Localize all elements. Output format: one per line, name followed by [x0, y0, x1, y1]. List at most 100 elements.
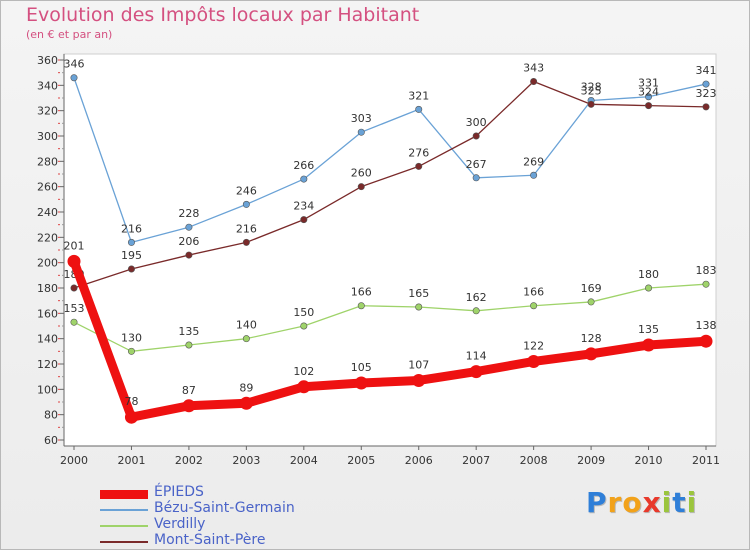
- data-label: 276: [408, 146, 429, 159]
- legend-label: Bézu-Saint-Germain: [154, 500, 295, 516]
- data-point: [300, 175, 308, 183]
- data-label: 206: [178, 235, 199, 248]
- y-tick-label: 60: [44, 434, 58, 447]
- y-tick-label: 280: [37, 155, 58, 168]
- data-point: [127, 265, 135, 273]
- data-point: [185, 341, 193, 349]
- y-tick-label: 240: [37, 206, 58, 219]
- data-label: 183: [696, 264, 717, 277]
- chart-title: Evolution des Impôts locaux par Habitant: [26, 4, 420, 26]
- data-label: 346: [64, 58, 85, 71]
- y-tick-label: 80: [44, 409, 58, 422]
- logo-letter: t: [672, 486, 687, 519]
- logo-letter: i: [661, 486, 673, 519]
- data-point: [182, 399, 196, 413]
- data-point: [357, 128, 365, 136]
- data-point: [472, 174, 480, 182]
- data-label: 122: [523, 339, 544, 352]
- data-point: [297, 380, 311, 394]
- x-tick-label: 2008: [520, 454, 548, 467]
- y-tick-label: 120: [37, 358, 58, 371]
- data-point: [587, 100, 595, 108]
- data-point: [185, 223, 193, 231]
- data-point: [242, 200, 250, 208]
- data-label: 180: [638, 268, 659, 281]
- data-label: 87: [182, 384, 196, 397]
- y-tick-label: 220: [37, 231, 58, 244]
- proxiti-logo: Proxiti: [586, 486, 697, 519]
- data-point: [645, 284, 653, 292]
- data-point: [415, 105, 423, 113]
- data-point: [354, 376, 368, 390]
- series--pieds: 201 78 87 89 102 105 107 114 122 128 135 138: [64, 239, 717, 424]
- data-point: [124, 410, 138, 424]
- data-label: 325: [581, 84, 602, 97]
- data-label: 266: [293, 159, 314, 172]
- logo-letter: P: [586, 486, 608, 519]
- data-point: [357, 302, 365, 310]
- legend-label: Mont-Saint-Père: [154, 532, 266, 548]
- data-point: [357, 183, 365, 191]
- legend-swatch: [100, 541, 148, 543]
- legend-label: Verdilly: [154, 516, 206, 532]
- data-label: 105: [351, 361, 372, 374]
- data-point: [70, 318, 78, 326]
- data-label: 228: [178, 207, 199, 220]
- x-tick-label: 2005: [347, 454, 375, 467]
- data-label: 246: [236, 184, 257, 197]
- logo-letter: r: [607, 486, 623, 519]
- data-label: 328: [581, 81, 602, 94]
- data-label: 78: [124, 395, 138, 408]
- data-point: [645, 93, 653, 101]
- data-label: 166: [523, 286, 544, 299]
- data-label: 234: [293, 200, 314, 213]
- data-label: 138: [696, 319, 717, 332]
- series-line: [69, 256, 711, 422]
- y-tick-label: 140: [37, 333, 58, 346]
- y-tick-label: 260: [37, 181, 58, 194]
- data-point: [702, 280, 710, 288]
- series-b-zu-saint-germain: 346 216 228 246 266 303 321 267 269 328 331 341: [64, 58, 717, 246]
- x-tick-label: 2007: [462, 454, 490, 467]
- series-mont-saint-p-re: 180 195 206 216 234 260 276 300 343 325 324 323: [64, 62, 717, 292]
- data-point: [584, 347, 598, 361]
- data-point: [472, 132, 480, 140]
- data-point: [127, 238, 135, 246]
- data-label: 153: [64, 302, 85, 315]
- y-tick-label: 360: [37, 54, 58, 67]
- data-point: [70, 284, 78, 292]
- series-verdilly: 153 130 135 140 150 166 165 162 166 169 180 183: [64, 264, 717, 355]
- data-label: 102: [293, 365, 314, 378]
- logo-letter: x: [642, 486, 662, 519]
- data-point: [530, 78, 538, 86]
- data-label: 216: [121, 222, 142, 235]
- data-label: 260: [351, 167, 372, 180]
- data-label: 341: [696, 64, 717, 77]
- data-point: [702, 103, 710, 111]
- data-point: [472, 307, 480, 315]
- data-point: [645, 102, 653, 110]
- x-tick-label: 2002: [175, 454, 203, 467]
- data-point: [412, 373, 426, 387]
- data-label: 343: [523, 62, 544, 75]
- data-label: 331: [638, 77, 659, 90]
- y-tick-label: 300: [37, 130, 58, 143]
- data-label: 216: [236, 222, 257, 235]
- data-point: [642, 338, 656, 352]
- data-point: [702, 80, 710, 88]
- data-point: [239, 396, 253, 410]
- data-point: [300, 216, 308, 224]
- chart-subtitle: (en € et par an): [26, 28, 113, 41]
- data-label: 130: [121, 331, 142, 344]
- data-point: [530, 302, 538, 310]
- data-label: 150: [293, 306, 314, 319]
- y-tick-label: 340: [37, 79, 58, 92]
- data-point: [415, 162, 423, 170]
- data-label: 269: [523, 155, 544, 168]
- data-point: [70, 74, 78, 82]
- data-label: 162: [466, 291, 487, 304]
- data-point: [699, 334, 713, 348]
- data-label: 89: [239, 381, 253, 394]
- plot-area: [63, 53, 717, 447]
- y-tick-label: 160: [37, 307, 58, 320]
